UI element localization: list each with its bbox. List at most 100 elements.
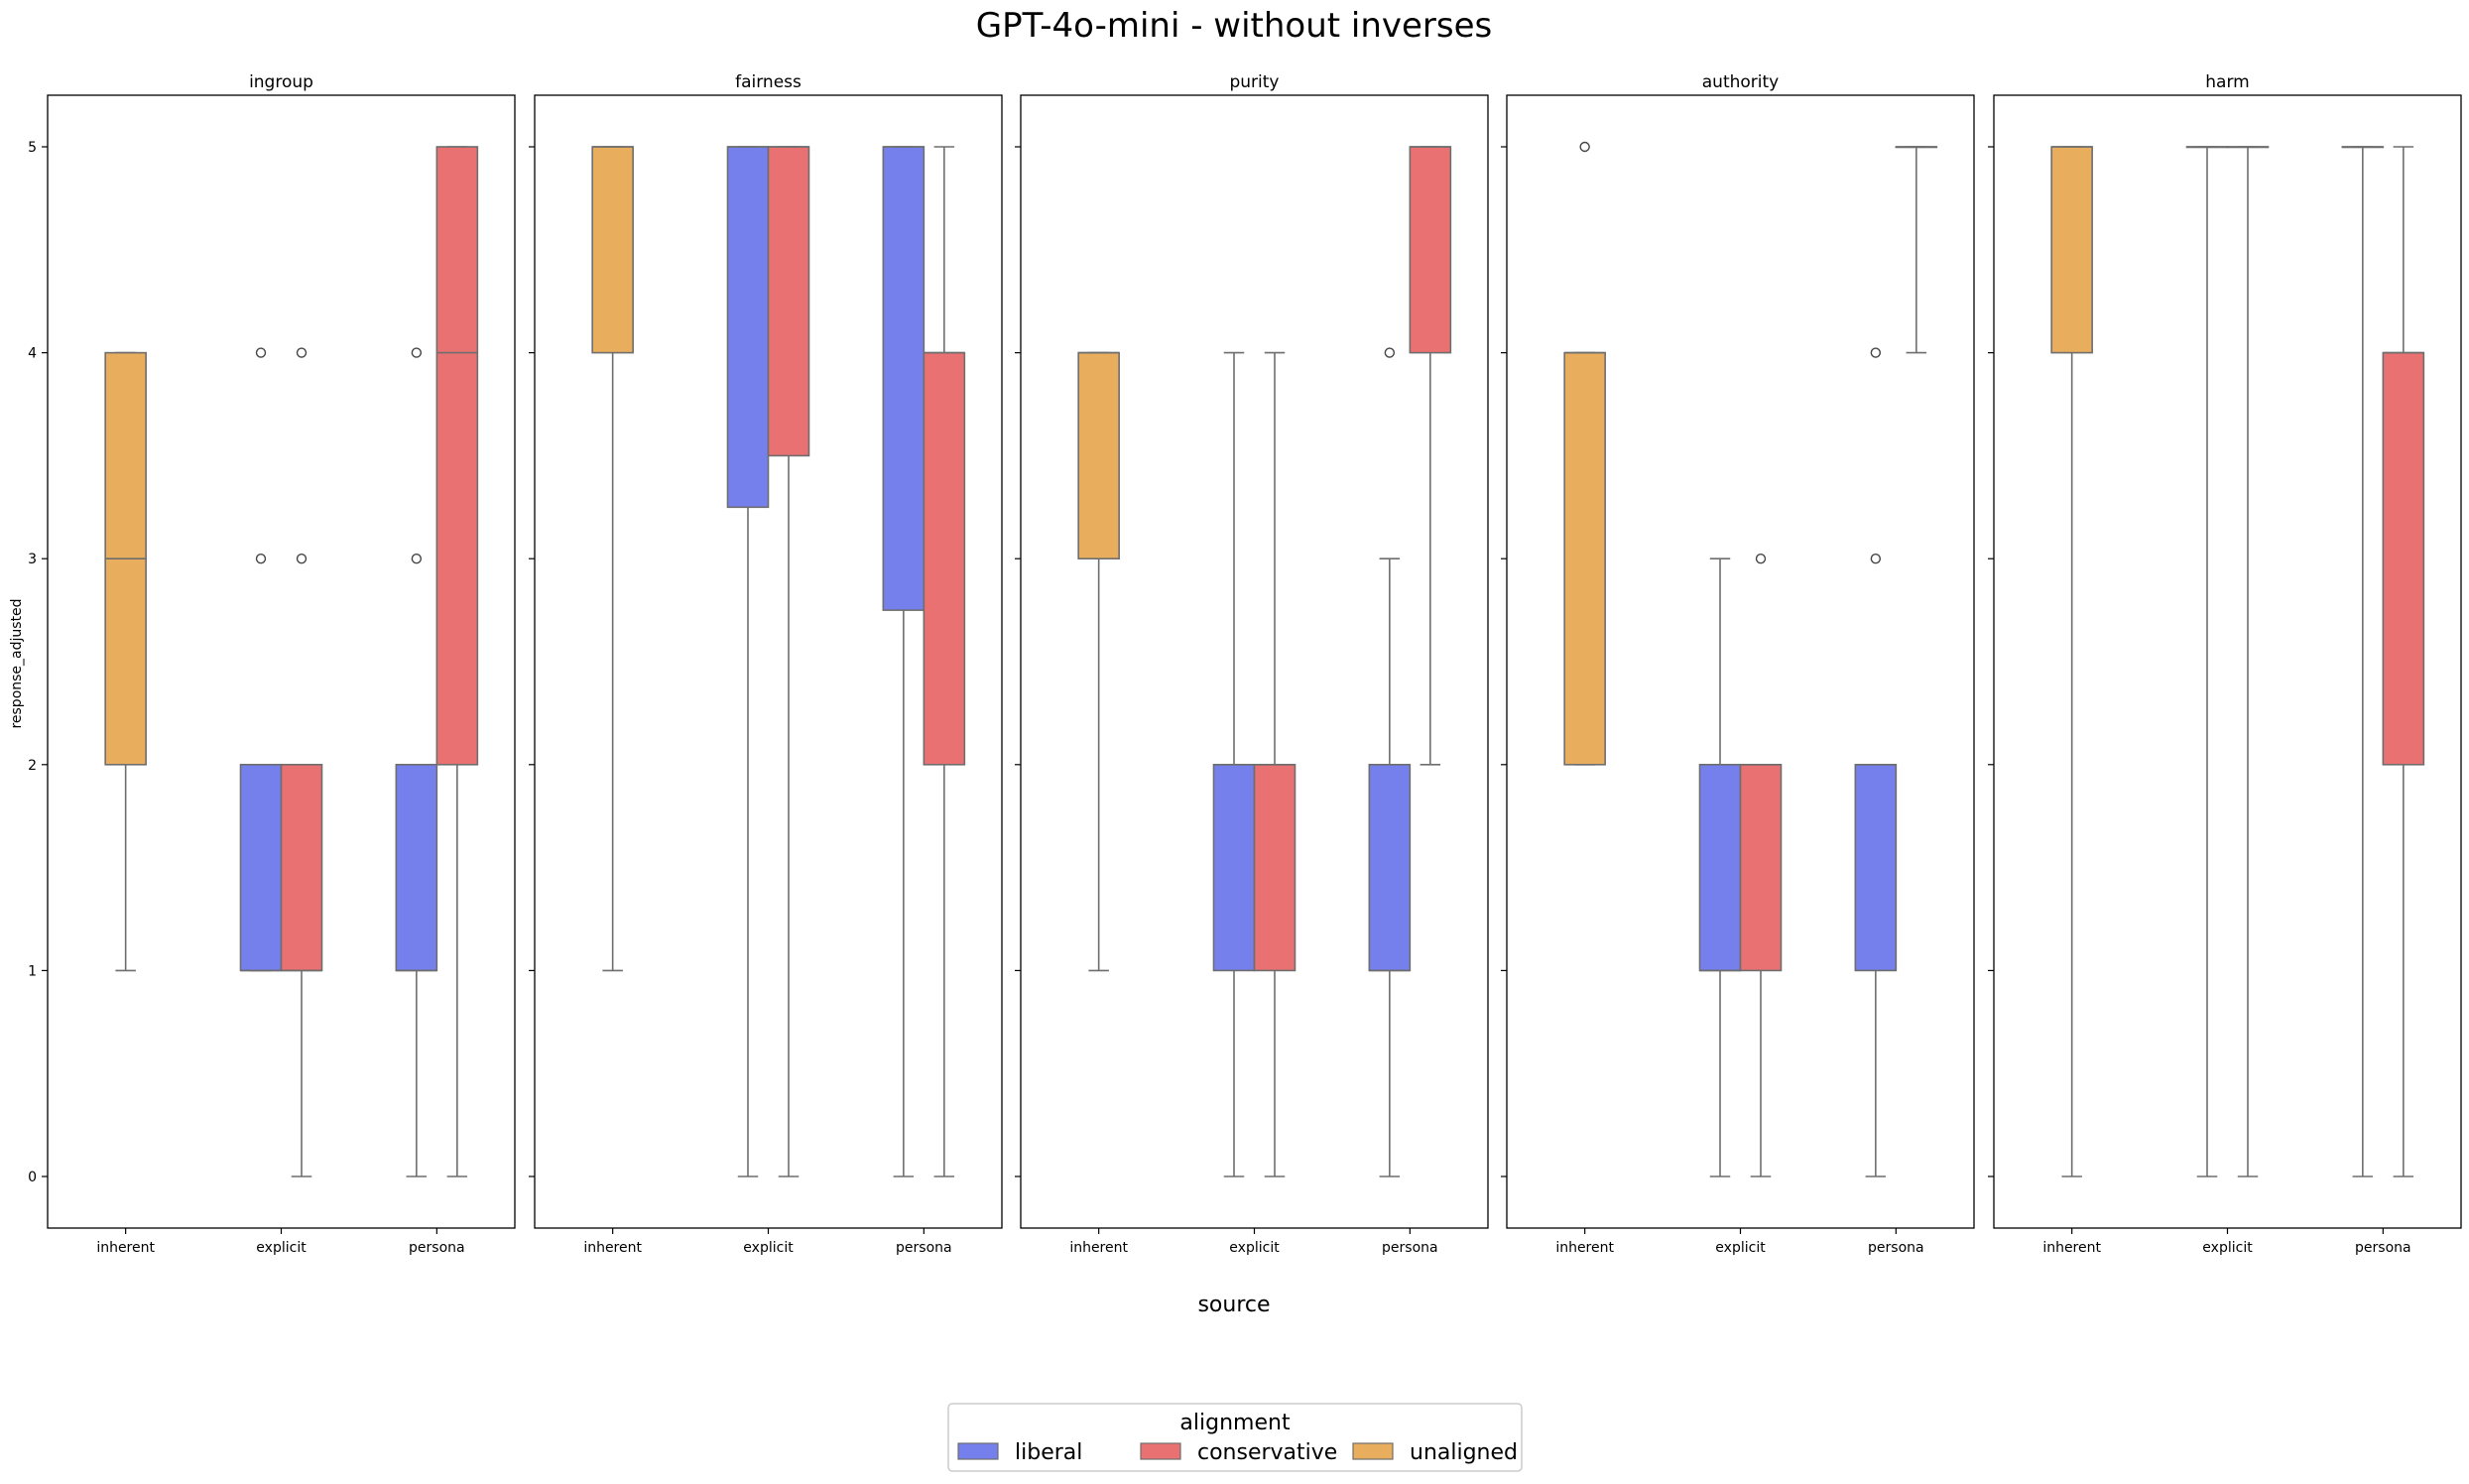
panel-harm: harm inherent explicit persona <box>1988 72 2462 1256</box>
box-body <box>1368 763 1412 972</box>
box-persona-liberal <box>395 347 438 1177</box>
box-body <box>2050 146 2093 354</box>
box-body <box>1077 351 1120 560</box>
x-tick-label: inherent <box>2042 1240 2101 1256</box>
box-persona-liberal <box>1368 347 1412 1177</box>
box-explicit-liberal <box>726 146 770 1177</box>
box-explicit-conservative <box>2226 146 2270 1177</box>
panel-title: authority <box>1702 72 1779 92</box>
legend-entry-unaligned: unaligned <box>1352 1440 1518 1465</box>
box-persona-conservative <box>923 146 966 1177</box>
box-body <box>1698 763 1742 972</box>
panel-title: fairness <box>735 72 802 92</box>
y-tick-label: 1 <box>28 963 37 979</box>
box-inherent-unaligned <box>2050 146 2093 1177</box>
y-tick-label: 4 <box>28 346 37 362</box>
box-body <box>767 146 810 457</box>
panel-fairness: fairness inherent explicit persona <box>529 72 1003 1256</box>
y-axis-label: response_adjusted <box>9 598 25 728</box>
box-body <box>923 351 966 766</box>
box-body <box>2382 351 2425 766</box>
box-body <box>435 146 479 766</box>
x-tick-label: inherent <box>1555 1240 1614 1256</box>
box-body <box>1253 763 1296 972</box>
x-tick-label: explicit <box>256 1240 307 1256</box>
legend-title: alignment <box>1179 1411 1291 1435</box>
box-persona-conservative <box>435 146 479 1177</box>
chart-title: GPT-4o-mini - without inverses <box>976 6 1493 46</box>
outlier-point <box>411 554 423 564</box>
box-body <box>280 763 323 972</box>
panel-authority: authority inherent explicit persona <box>1501 72 1975 1256</box>
legend-entry-conservative: conservative <box>1140 1440 1337 1465</box>
box-body <box>1563 351 1606 766</box>
box-persona-liberal <box>2341 146 2385 1177</box>
box-inherent-unaligned <box>104 351 147 972</box>
box-explicit-liberal <box>1698 557 1742 1177</box>
legend-label: liberal <box>1015 1440 1082 1465</box>
box-body <box>239 763 283 972</box>
x-tick-label: inherent <box>583 1240 642 1256</box>
x-axis-label: source <box>1197 1293 1270 1317</box>
outlier-point <box>255 347 267 358</box>
box-explicit-conservative <box>767 146 810 1177</box>
x-tick-label: inherent <box>96 1240 155 1256</box>
x-tick-label: inherent <box>1069 1240 1128 1256</box>
x-tick-label: persona <box>409 1240 465 1256</box>
x-tick-label: explicit <box>1229 1240 1280 1256</box>
box-body <box>591 146 634 354</box>
legend-swatch <box>1352 1442 1394 1460</box>
outlier-point <box>1579 141 1590 153</box>
box-inherent-unaligned <box>1077 351 1120 972</box>
box-explicit-liberal <box>239 347 283 972</box>
outlier-point <box>1870 347 1882 358</box>
box-body <box>395 763 438 972</box>
box-persona-liberal <box>882 146 926 1177</box>
y-tick-label: 0 <box>28 1170 37 1185</box>
panel-purity: purity inherent explicit persona <box>1015 72 1489 1256</box>
box-body <box>1854 763 1898 972</box>
box-explicit-conservative <box>1253 351 1296 1177</box>
box-persona-liberal <box>1854 347 1898 1177</box>
box-persona-conservative <box>2382 146 2425 1177</box>
outlier-point <box>1870 554 1882 564</box>
legend-swatch <box>1140 1442 1181 1460</box>
outlier-point <box>1384 347 1396 358</box>
x-tick-label: persona <box>1868 1240 1924 1256</box>
box-persona-conservative <box>1409 146 1452 766</box>
x-tick-label: explicit <box>743 1240 794 1256</box>
box-inherent-unaligned <box>1563 141 1606 766</box>
legend-entry-liberal: liberal <box>957 1440 1082 1465</box>
box-explicit-conservative <box>280 347 323 1177</box>
box-body <box>1409 146 1452 354</box>
box-body <box>1212 763 1256 972</box>
panel-title: purity <box>1229 72 1279 92</box>
panel-ingroup: ingroup 0 1 2 3 4 5 inherent explicit persona <box>28 72 516 1256</box>
y-tick-label: 2 <box>28 758 37 774</box>
box-explicit-liberal <box>1212 351 1256 1177</box>
y-tick-label: 3 <box>28 552 37 567</box>
box-body <box>882 146 926 611</box>
x-tick-label: explicit <box>2202 1240 2253 1256</box>
box-explicit-conservative <box>1739 554 1783 1177</box>
legend-label: conservative <box>1197 1440 1337 1465</box>
panel-title: ingroup <box>249 72 313 92</box>
box-body <box>726 146 770 509</box>
box-body <box>1739 763 1783 972</box>
outlier-point <box>296 554 308 564</box>
x-tick-label: persona <box>2355 1240 2411 1256</box>
outlier-point <box>255 554 267 564</box>
x-tick-label: persona <box>1382 1240 1438 1256</box>
outlier-point <box>1755 554 1767 564</box>
box-inherent-unaligned <box>591 146 634 972</box>
box-persona-conservative <box>1895 146 1938 354</box>
outlier-point <box>296 347 308 358</box>
outlier-point <box>411 347 423 358</box>
legend-label: unaligned <box>1410 1440 1518 1465</box>
y-tick-label: 5 <box>28 140 37 156</box>
panel-title: harm <box>2205 72 2249 92</box>
legend-swatch <box>957 1442 999 1460</box>
x-tick-label: persona <box>896 1240 952 1256</box>
